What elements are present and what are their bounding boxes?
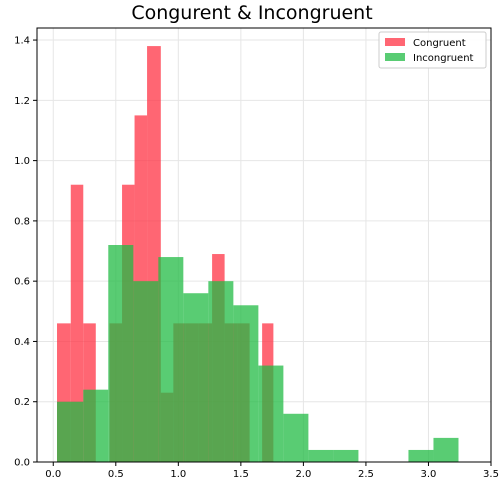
chart-title: Congurent & Incongruent	[131, 2, 373, 24]
x-tick-label: 2.0	[295, 469, 311, 480]
x-tick-label: 3.5	[483, 469, 499, 480]
y-tick-label: 1.2	[14, 96, 30, 107]
ticks-layer: 0.0 0.5 1.0 1.5 2.0 2.5 3.0 3.5 0.0 0.2 0.4 0.6 0.8 1…	[14, 36, 499, 480]
y-tick-label: 0.0	[14, 458, 30, 469]
histogram-bar-congruent	[70, 184, 84, 462]
y-tick-label: 0.4	[14, 337, 30, 348]
legend-swatch	[385, 38, 405, 46]
histogram-bar-incongruent	[258, 365, 284, 462]
histogram-bar-incongruent	[57, 401, 84, 462]
x-tick-label: 1.5	[233, 469, 249, 480]
histogram-bar-incongruent	[283, 413, 309, 462]
histogram-bar-incongruent	[333, 449, 359, 462]
x-tick-label: 1.0	[170, 469, 186, 480]
histogram-bar-incongruent	[208, 281, 234, 462]
legend-swatch	[385, 53, 405, 61]
histogram-bar-incongruent	[183, 293, 209, 462]
y-tick-label: 0.2	[14, 397, 30, 408]
histogram-bar-incongruent	[308, 449, 334, 462]
histogram-bar-incongruent	[408, 449, 434, 462]
histogram-bar-incongruent	[433, 437, 459, 462]
y-tick-label: 1.4	[14, 36, 30, 47]
bars-layer	[57, 46, 459, 463]
x-tick-label: 2.5	[358, 469, 374, 480]
plot-frame	[36, 27, 492, 463]
legend: Congruent Incongruent	[378, 31, 487, 69]
x-tick-label: 3.0	[421, 469, 437, 480]
histogram-bar-incongruent	[108, 245, 134, 462]
histogram-bar-incongruent	[133, 281, 159, 462]
legend-box	[378, 31, 487, 69]
histogram-bar-incongruent	[158, 257, 184, 462]
histogram-bar-incongruent	[233, 305, 259, 462]
y-tick-label: 0.8	[14, 216, 30, 227]
y-tick-label: 0.6	[14, 277, 30, 288]
x-tick-label: 0.0	[45, 469, 61, 480]
legend-label: Incongruent	[413, 53, 474, 64]
histogram-bar-incongruent	[83, 389, 109, 462]
x-tick-label: 0.5	[108, 469, 124, 480]
y-tick-label: 1.0	[14, 156, 30, 167]
legend-label: Congruent	[413, 38, 466, 49]
